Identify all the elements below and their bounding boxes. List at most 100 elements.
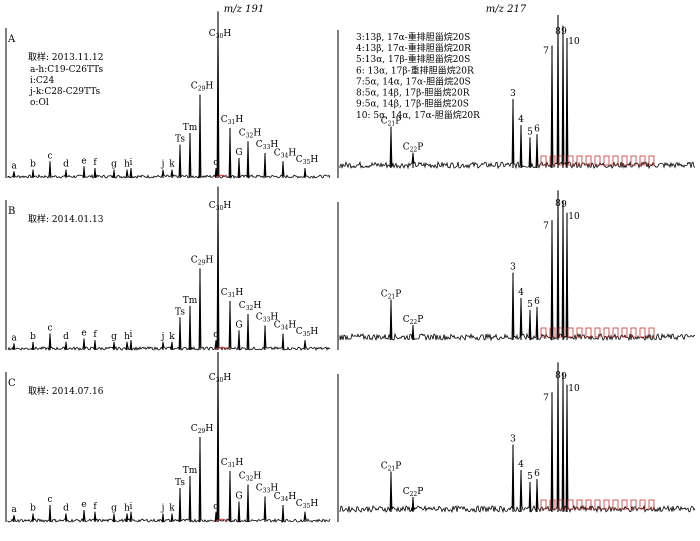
peak-label-c21: C21P (381, 117, 402, 128)
peak-label-6: 6 (534, 469, 540, 479)
fill-segment (612, 327, 619, 338)
fill-segment (648, 499, 655, 510)
peak-label-h: h (124, 160, 130, 170)
fill-segment (576, 499, 583, 510)
peak-label-6: 6 (534, 124, 540, 134)
peak-label-g: G (235, 492, 242, 502)
peak-label-i: i (130, 502, 133, 512)
panel-a: a b c d e f g h i j k Ts Tm o C29H C30H G C31H C32HC33HC34… (5, 11, 696, 180)
peak-label-ts: Ts (175, 478, 185, 488)
peak-label-h: h (124, 332, 130, 342)
fill-segment (648, 155, 655, 166)
peak-label-c29: C29H (191, 255, 214, 266)
peak-label-7: 7 (543, 393, 549, 403)
peak-label-10: 10 (568, 37, 580, 47)
fill-segment (215, 518, 229, 522)
peak-label-5: 5 (527, 127, 533, 137)
peak-label-g: g (111, 332, 117, 342)
panel-letter: A (7, 34, 16, 45)
headers: m/z 191 m/z 217 (224, 4, 527, 15)
peak-label-tm: Tm (183, 296, 198, 306)
peak-label-g: g (111, 504, 117, 514)
panel-letter: C (8, 378, 16, 389)
peak-label-ts: Ts (175, 307, 185, 317)
peak-label-o: o (213, 502, 218, 512)
peak-label-c30: C30H (209, 29, 232, 40)
right-legend-item: 9:5α, 14β, 17β-胆甾烷20S (356, 98, 469, 110)
peak-label-o: o (213, 158, 218, 168)
peak-label-j: j (161, 504, 165, 514)
left-legend-item: a-h:C19-C26TTs (30, 65, 103, 75)
peak-label-e: e (81, 156, 86, 166)
peak-label-10: 10 (568, 384, 580, 394)
peak-label-5: 5 (527, 472, 533, 482)
peak-label-c22: C22P (403, 487, 424, 498)
peak-label-o: o (213, 330, 218, 340)
peak-label-a: a (11, 333, 17, 343)
peak-label-c33: C33H (256, 313, 279, 324)
peak-label-c35: C35H (296, 155, 319, 166)
fill-segment (540, 327, 547, 338)
fill-segment (630, 499, 637, 510)
peak-label-h: h (124, 504, 130, 514)
peak-label-j: j (161, 160, 165, 170)
peak-label-c22: C22P (403, 315, 424, 326)
sample-date: 取样: 2014.07.16 (28, 385, 104, 397)
peak-label-c33: C33H (256, 484, 279, 495)
peak-label-c35: C35H (296, 327, 319, 338)
peak-label-10: 10 (568, 212, 580, 222)
peak-label-k: k (169, 160, 175, 170)
fill-segment (594, 327, 601, 338)
fill-segment (594, 155, 601, 166)
right-legend-item: 8:5α, 14β, 17β-胆甾烷20R (356, 87, 470, 99)
peak-label-d: d (63, 504, 69, 514)
fill-segment (567, 327, 574, 338)
peak-label-3: 3 (510, 263, 516, 273)
trace-m217 (339, 14, 696, 170)
sample-date: 取样: 2013.11.12 (28, 51, 103, 63)
fill-segment (603, 327, 610, 338)
right-legend-item: 5:13α, 17β-重排胆甾烷20S (356, 53, 470, 65)
fill-segment (603, 499, 610, 510)
fill-segment (567, 499, 574, 510)
peak-label-d: d (63, 160, 69, 170)
trace-m191 (7, 186, 331, 352)
peak-label-i: i (130, 158, 133, 168)
fill-segment (576, 327, 583, 338)
peak-label-c: c (47, 324, 52, 334)
left-legend-item: j-k:C28-C29TTs (29, 87, 101, 97)
fill-segment (639, 499, 646, 510)
sample-date: 取样: 2014.01.13 (28, 213, 104, 225)
peak-label-c31: C31H (221, 288, 244, 299)
peak-label-c29: C29H (191, 424, 214, 435)
fill-segment (585, 499, 592, 510)
peak-label-b: b (30, 504, 36, 514)
peak-label-j: j (161, 332, 165, 342)
peak-label-c29: C29H (191, 82, 214, 93)
right-legend-item: 4:13β, 17α-重排胆甾烷20R (356, 42, 471, 54)
peak-label-9: 9 (561, 200, 567, 210)
left-legend-item: i:C24 (30, 76, 55, 86)
trace-m191 (7, 351, 331, 524)
peak-label-k: k (169, 504, 175, 514)
fill-segment (567, 155, 574, 166)
trace-m217 (339, 190, 696, 342)
peak-label-e: e (81, 500, 86, 510)
peak-label-tm: Tm (183, 123, 198, 133)
peak-label-c: c (47, 495, 52, 505)
left-legend-item: o:Ol (30, 98, 49, 108)
peak-label-4: 4 (518, 288, 524, 298)
fill-segment (215, 174, 229, 178)
fill-segment (558, 499, 565, 510)
trace-m191 (7, 11, 331, 180)
fill-segment (648, 327, 655, 338)
peak-label-4: 4 (518, 460, 524, 470)
peak-label-c32: C32H (239, 128, 262, 139)
fill-segment (621, 499, 628, 510)
peak-label-7: 7 (543, 221, 549, 231)
fill-segment (215, 346, 229, 350)
peak-label-c35: C35H (296, 499, 319, 510)
peak-label-c31: C31H (221, 458, 244, 469)
